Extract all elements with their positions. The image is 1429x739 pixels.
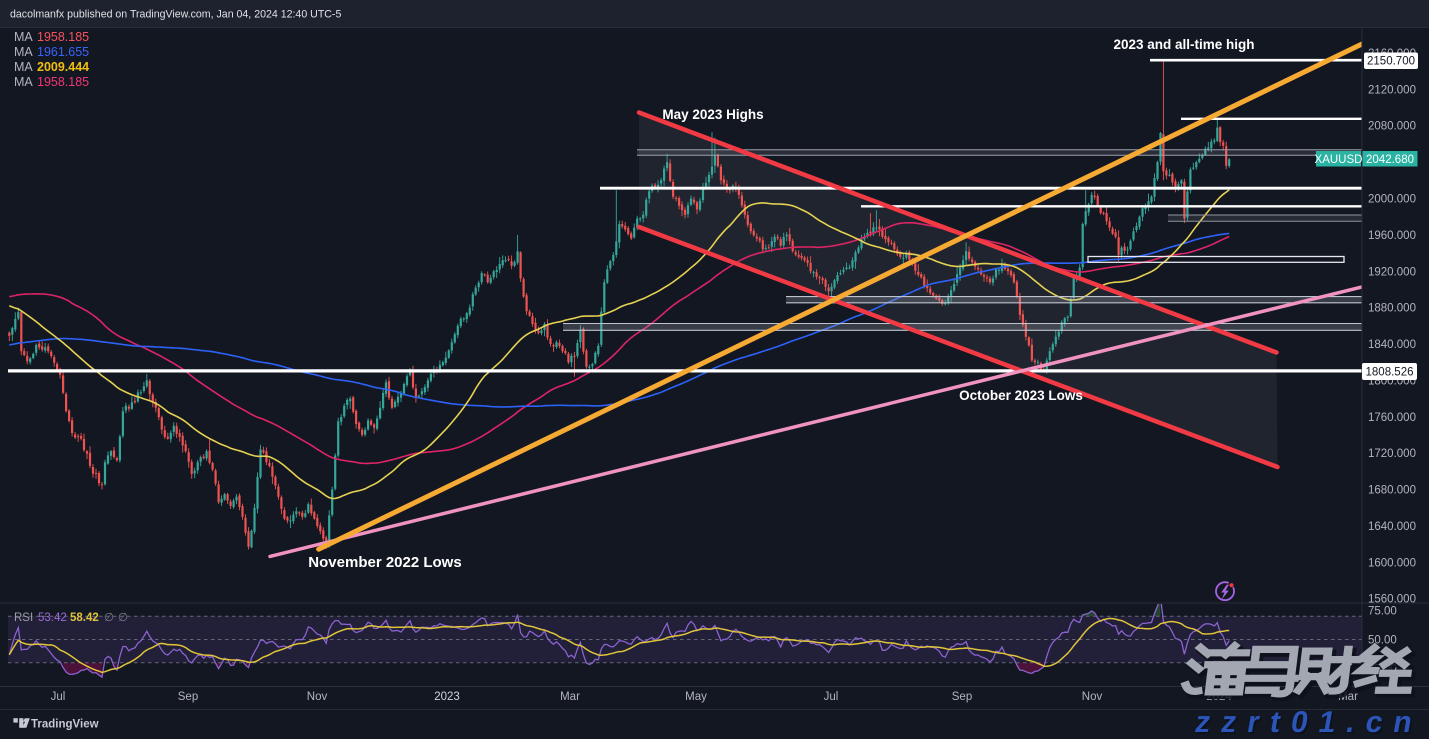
svg-text:53.42: 53.42 bbox=[38, 612, 67, 624]
svg-text:1600.000: 1600.000 bbox=[1368, 557, 1416, 569]
svg-text:2150.700: 2150.700 bbox=[1367, 56, 1415, 68]
svg-text:1920.000: 1920.000 bbox=[1368, 266, 1416, 278]
svg-text:1760.000: 1760.000 bbox=[1368, 412, 1416, 424]
svg-text:75.00: 75.00 bbox=[1368, 605, 1397, 617]
svg-text:2023: 2023 bbox=[434, 691, 460, 703]
svg-text:Jul: Jul bbox=[51, 691, 66, 703]
svg-text:2042.680: 2042.680 bbox=[1366, 154, 1414, 166]
svg-text:XAUUSD: XAUUSD bbox=[1315, 154, 1363, 166]
svg-text:2009.444: 2009.444 bbox=[37, 60, 89, 74]
svg-text:Nov: Nov bbox=[1082, 691, 1103, 703]
svg-text:∅: ∅ bbox=[118, 612, 128, 624]
svg-text:2023 and all-time high: 2023 and all-time high bbox=[1113, 37, 1254, 52]
svg-text:Mar: Mar bbox=[560, 691, 580, 703]
svg-text:58.42: 58.42 bbox=[70, 612, 99, 624]
svg-text:1680.000: 1680.000 bbox=[1368, 485, 1416, 497]
svg-text:1808.526: 1808.526 bbox=[1366, 367, 1414, 379]
svg-text:TradingView: TradingView bbox=[31, 718, 99, 730]
svg-text:MA: MA bbox=[14, 45, 33, 59]
svg-text:∅: ∅ bbox=[104, 612, 114, 624]
svg-text:2120.000: 2120.000 bbox=[1368, 84, 1416, 96]
svg-text:MA: MA bbox=[14, 75, 33, 89]
svg-text:November 2022 Lows: November 2022 Lows bbox=[308, 554, 461, 571]
svg-text:2080.000: 2080.000 bbox=[1368, 121, 1416, 133]
svg-text:1958.185: 1958.185 bbox=[37, 30, 89, 44]
svg-text:Jul: Jul bbox=[824, 691, 839, 703]
svg-text:1880.000: 1880.000 bbox=[1368, 303, 1416, 315]
svg-text:Nov: Nov bbox=[307, 691, 328, 703]
svg-text:1640.000: 1640.000 bbox=[1368, 521, 1416, 533]
svg-text:1720.000: 1720.000 bbox=[1368, 448, 1416, 460]
svg-text:MA: MA bbox=[14, 30, 33, 44]
svg-text:MA: MA bbox=[14, 60, 33, 74]
svg-text:1961.655: 1961.655 bbox=[37, 45, 89, 59]
svg-text:1560.000: 1560.000 bbox=[1368, 594, 1416, 606]
svg-text:October 2023 Lows: October 2023 Lows bbox=[959, 388, 1083, 403]
svg-text:1840.000: 1840.000 bbox=[1368, 339, 1416, 351]
svg-text:1960.000: 1960.000 bbox=[1368, 230, 1416, 242]
svg-text:dacolmanfx published on Tradin: dacolmanfx published on TradingView.com,… bbox=[10, 9, 341, 21]
svg-text:Sep: Sep bbox=[178, 691, 198, 703]
svg-text:RSI: RSI bbox=[14, 612, 33, 624]
svg-text:zzrt01.cn: zzrt01.cn bbox=[1194, 708, 1427, 739]
svg-text:2000.000: 2000.000 bbox=[1368, 194, 1416, 206]
svg-text:May 2023 Highs: May 2023 Highs bbox=[662, 107, 763, 122]
svg-text:Sep: Sep bbox=[952, 691, 972, 703]
svg-text:May: May bbox=[685, 691, 707, 703]
svg-text:1958.185: 1958.185 bbox=[37, 75, 89, 89]
svg-text:zzrt01.cn: zzrt01.cn bbox=[1193, 706, 1426, 739]
